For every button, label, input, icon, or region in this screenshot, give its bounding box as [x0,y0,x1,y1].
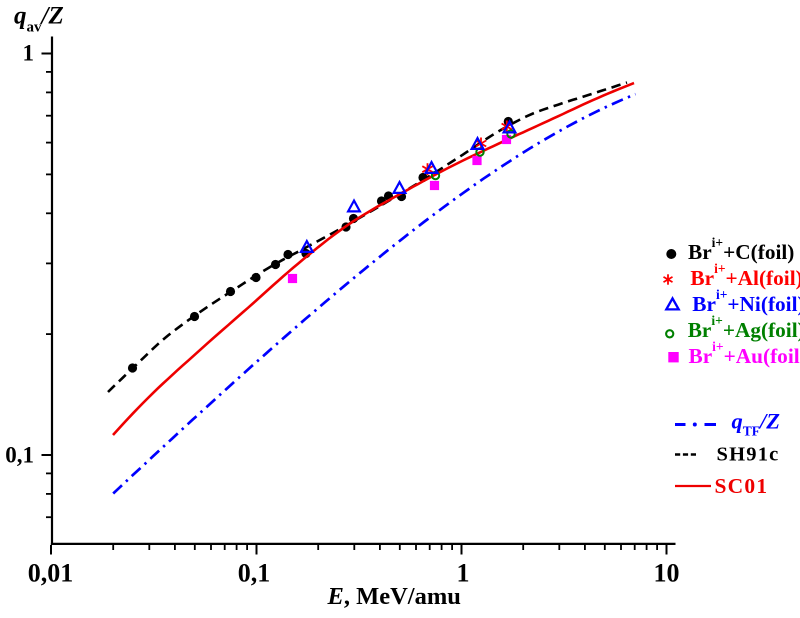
svg-text:1: 1 [23,41,35,66]
svg-text:0,1: 0,1 [238,559,271,588]
svg-text:0,1: 0,1 [5,443,34,468]
svg-text:SC01: SC01 [715,474,769,498]
svg-text:10: 10 [654,559,680,588]
svg-text:Bri++Ag(foil): Bri++Ag(foil) [688,313,800,342]
svg-text:SH91c: SH91c [717,444,780,466]
svg-text:Bri++C(foil): Bri++C(foil) [688,235,794,264]
svg-text:E, MeV/amu: E, MeV/amu [327,583,461,610]
svg-text:Bri++Au(foil): Bri++Au(foil) [689,339,800,368]
svg-text:Bri++Ni(foil): Bri++Ni(foil) [692,287,800,316]
svg-text:0,01: 0,01 [28,559,74,588]
svg-text:Bri++Al(foil): Bri++Al(foil) [690,261,800,290]
